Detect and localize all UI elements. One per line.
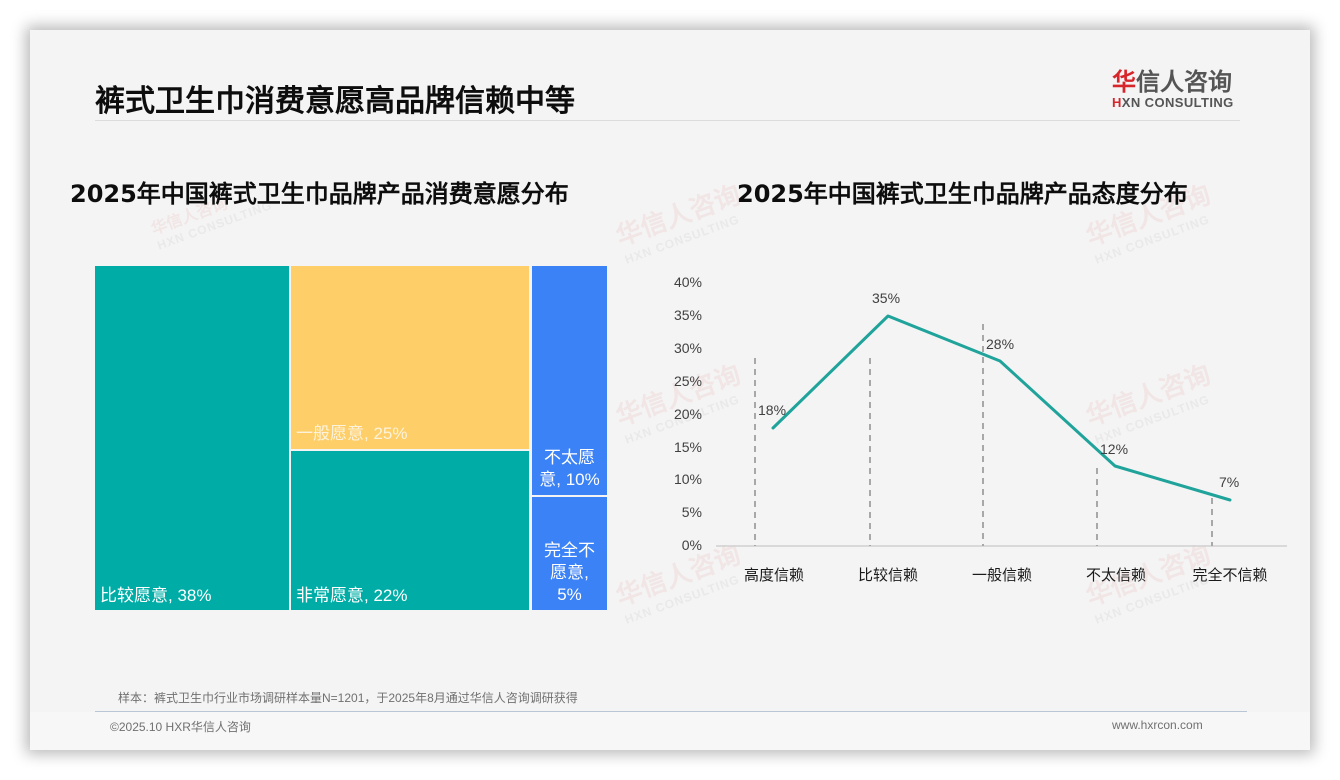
line-chart-title: 2025年中国裤式卫生巾品牌产品态度分布: [737, 180, 1188, 208]
footer-band: [30, 712, 1310, 750]
treemap-chart: 比较愿意, 38% 一般愿意, 25% 非常愿意, 22% 不太愿 意, 10%…: [95, 266, 607, 610]
treemap-cell-bijiao[interactable]: 比较愿意, 38%: [95, 266, 289, 610]
treemap-label: 非常愿意, 22%: [296, 586, 408, 605]
treemap-label: 比较愿意, 38%: [100, 586, 212, 605]
treemap-cell-yiban[interactable]: 一般愿意, 25%: [291, 266, 529, 449]
treemap-label-line: 完全不: [544, 541, 595, 560]
footer-divider: [95, 711, 1247, 712]
treemap-label-line: 愿意,: [550, 563, 589, 582]
logo-en-accent: H: [1112, 95, 1122, 110]
brand-logo-english: HXN CONSULTING: [1112, 95, 1234, 110]
treemap-label-line: 意, 10%: [539, 470, 600, 489]
logo-accent: 华: [1112, 68, 1136, 96]
treemap-label-line: 不太愿: [544, 448, 595, 467]
treemap-title: 2025年中国裤式卫生巾品牌产品消费意愿分布: [70, 180, 569, 208]
treemap-cell-wanquan[interactable]: 完全不 愿意, 5%: [532, 497, 607, 610]
treemap-label: 完全不 愿意, 5%: [532, 540, 607, 606]
treemap-label: 不太愿 意, 10%: [532, 447, 607, 491]
copyright: ©2025.10 HXR华信人咨询: [110, 720, 251, 734]
source-note: 样本：裤式卫生巾行业市场调研样本量N=1201，于2025年8月通过华信人咨询调…: [118, 691, 578, 705]
logo-text: 信人咨询: [1136, 68, 1232, 96]
header-divider: [95, 120, 1240, 121]
logo-en-text: XN CONSULTING: [1121, 95, 1234, 110]
treemap-label-line: 5%: [557, 585, 582, 604]
website-link[interactable]: www.hxrcon.com: [1112, 718, 1203, 732]
treemap-cell-butai[interactable]: 不太愿 意, 10%: [532, 266, 607, 495]
page-title: 裤式卫生巾消费意愿高品牌信赖中等: [95, 84, 575, 119]
treemap-label: 一般愿意, 25%: [296, 424, 408, 443]
treemap-cell-feichang[interactable]: 非常愿意, 22%: [291, 451, 529, 610]
brand-logo: 华信人咨询: [1112, 62, 1232, 97]
